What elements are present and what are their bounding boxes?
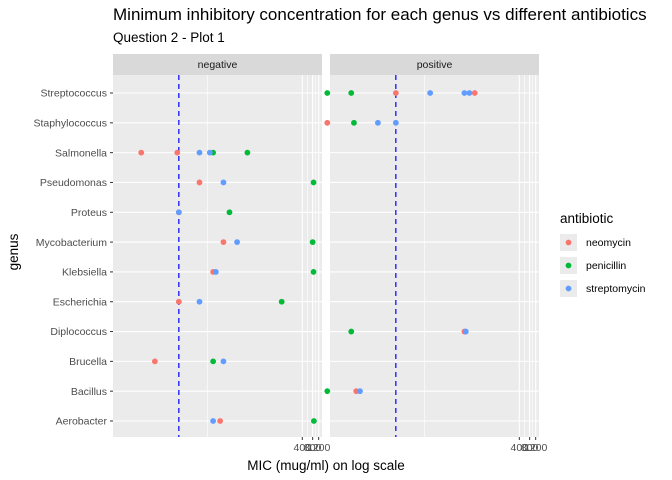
data-point-penicillin	[351, 119, 357, 126]
data-point-neomycin	[217, 418, 224, 424]
facet-strip	[113, 54, 322, 75]
data-point-penicillin	[348, 328, 355, 335]
legend-title: antibiotic	[560, 211, 614, 226]
legend-swatch-neomycin	[565, 239, 572, 246]
data-point-streptomycin	[196, 149, 203, 156]
data-point-streptomycin	[196, 298, 203, 305]
x-tick-label: 400	[294, 442, 312, 454]
data-point-neomycin	[151, 358, 158, 365]
chart-title: Minimum inhibitory concentration for eac…	[113, 5, 647, 24]
y-tick-label: Brucella	[69, 356, 107, 368]
data-point-penicillin	[278, 298, 285, 305]
data-point-penicillin	[244, 149, 251, 156]
data-point-streptomycin	[220, 179, 227, 186]
y-tick-label: Staphylococcus	[33, 118, 107, 130]
data-point-streptomycin	[220, 358, 227, 365]
legend-swatch-streptomycin	[565, 285, 572, 292]
data-point-streptomycin	[392, 119, 399, 126]
panel-background	[330, 75, 539, 437]
data-point-streptomycin	[357, 388, 363, 395]
data-point-neomycin	[174, 149, 181, 156]
data-point-streptomycin	[175, 209, 182, 216]
y-axis: Aerobacter Bacillus Brucella Diplococcus Esc…	[33, 88, 113, 428]
data-point-neomycin	[196, 179, 203, 186]
panel-background	[113, 75, 322, 437]
x-tick-label: 400	[511, 442, 529, 454]
x-tick-label: 800	[521, 442, 539, 454]
data-point-streptomycin	[466, 90, 473, 96]
facet-strip-label: positive	[417, 59, 453, 71]
data-point-penicillin	[348, 90, 355, 96]
data-point-streptomycin	[210, 418, 217, 424]
y-tick-label: Diplococcus	[50, 326, 107, 338]
data-point-neomycin	[471, 90, 478, 96]
legend: antibiotic neomycin penicillin streptomyci…	[560, 211, 646, 297]
y-tick-label: Streptococcus	[40, 88, 107, 100]
data-point-penicillin	[310, 179, 317, 186]
y-tick-label: Bacillus	[71, 386, 107, 398]
legend-swatch-penicillin	[565, 262, 572, 269]
data-point-penicillin	[309, 239, 316, 245]
data-point-streptomycin	[375, 119, 381, 126]
data-point-penicillin	[324, 388, 331, 395]
legend-label: streptomycin	[586, 283, 646, 295]
chart-subtitle: Question 2 - Plot 1	[113, 30, 225, 45]
data-point-penicillin	[210, 358, 217, 365]
data-point-streptomycin	[234, 239, 240, 245]
y-tick-label: Aerobacter	[56, 416, 108, 428]
data-point-streptomycin	[212, 269, 219, 275]
y-tick-label: Klebsiella	[62, 267, 107, 279]
y-axis-title: genus	[6, 233, 21, 270]
data-point-streptomycin	[461, 90, 468, 96]
facet-strip-label: negative	[198, 59, 238, 71]
data-point-streptomycin	[427, 90, 434, 96]
x-axis-title: MIC (mug/ml) on log scale	[247, 458, 405, 473]
data-point-neomycin	[392, 90, 399, 96]
data-point-penicillin	[226, 209, 233, 216]
x-tick-label: 1200	[307, 442, 331, 454]
x-tick-label: 1200	[524, 442, 548, 454]
x-tick-label: 800	[304, 442, 322, 454]
data-point-neomycin	[138, 149, 145, 156]
data-point-penicillin	[310, 269, 317, 275]
y-tick-label: Escherichia	[53, 296, 107, 308]
data-point-neomycin	[220, 239, 227, 245]
legend-label: neomycin	[586, 237, 631, 249]
data-point-penicillin	[310, 418, 317, 424]
y-tick-label: Proteus	[71, 207, 107, 219]
data-point-neomycin	[175, 298, 182, 305]
y-tick-label: Pseudomonas	[40, 177, 107, 189]
data-point-streptomycin	[462, 328, 469, 335]
y-tick-label: Mycobacterium	[36, 237, 107, 249]
data-point-streptomycin	[206, 149, 213, 156]
y-tick-label: Salmonella	[55, 147, 107, 159]
data-point-penicillin	[324, 90, 331, 96]
legend-label: penicillin	[586, 260, 626, 272]
data-point-neomycin	[324, 119, 331, 126]
facet-strip	[330, 54, 539, 75]
